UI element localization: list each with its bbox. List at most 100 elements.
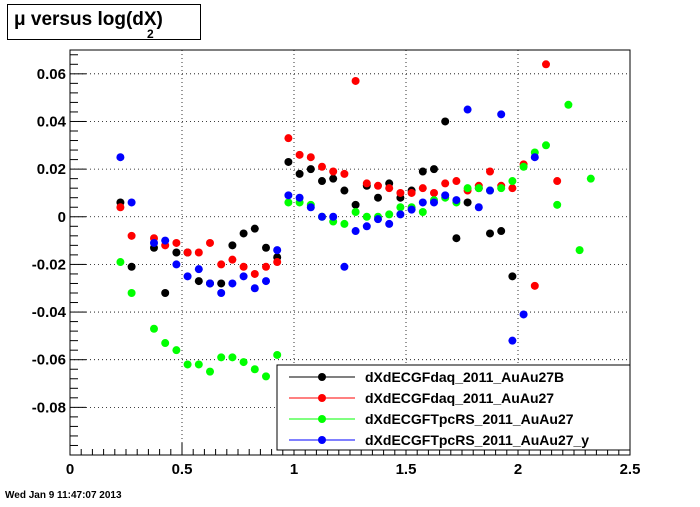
data-point [262, 262, 270, 271]
data-point [194, 248, 203, 257]
y-tick-label: 0.06 [37, 66, 66, 83]
x-tick-label: 1.5 [396, 461, 417, 478]
data-point [362, 212, 371, 221]
legend-label: dXdECGFdaq_2011_AuAu27 [365, 390, 554, 406]
data-point [183, 360, 192, 369]
data-point [284, 198, 293, 207]
data-point [418, 198, 427, 207]
data-point [250, 365, 259, 374]
data-point [262, 243, 270, 252]
data-point [542, 60, 550, 69]
data-point [362, 222, 371, 231]
data-point [519, 310, 528, 319]
data-point [486, 186, 494, 195]
data-point [127, 198, 136, 207]
data-point [385, 210, 394, 219]
legend-box [276, 364, 631, 451]
data-point [430, 198, 438, 207]
data-point [262, 277, 270, 286]
chart-title: μ versus log(dX) [14, 9, 163, 30]
data-point [318, 162, 326, 171]
data-point [217, 353, 226, 362]
data-point [374, 215, 382, 224]
data-point [396, 210, 405, 219]
data-points [116, 60, 595, 381]
data-point [295, 150, 304, 159]
data-point [351, 200, 360, 209]
data-point [250, 269, 259, 278]
data-point [161, 339, 170, 348]
legend-label: dXdECGFTpcRS_2011_AuAu27_y [365, 432, 589, 448]
data-point [340, 169, 349, 178]
data-point [530, 153, 539, 162]
data-point [217, 260, 226, 269]
data-point [228, 241, 237, 250]
x-tick-label: 1 [290, 461, 298, 478]
chart-title-subscript: 2 [147, 27, 154, 41]
data-point [172, 346, 181, 355]
data-point [553, 177, 562, 186]
data-point [340, 262, 349, 271]
data-point [463, 198, 472, 207]
data-point [295, 193, 304, 202]
data-point [385, 184, 394, 193]
data-point [228, 255, 237, 264]
data-point [116, 153, 125, 162]
data-point [497, 184, 506, 193]
data-point [362, 179, 371, 188]
data-point [306, 153, 315, 162]
data-point [340, 219, 349, 228]
data-point [250, 224, 259, 233]
data-point [452, 234, 461, 243]
data-point [206, 367, 214, 376]
data-point [430, 165, 438, 174]
data-point [262, 372, 270, 381]
legend-marker [318, 394, 326, 402]
data-point [150, 324, 158, 333]
data-point [127, 231, 136, 240]
data-point [318, 177, 326, 186]
legend-label: dXdECGFdaq_2011_AuAu27B [365, 369, 564, 385]
data-point [497, 110, 506, 119]
data-point [228, 353, 237, 362]
data-point [418, 184, 427, 193]
data-point [351, 208, 360, 216]
timestamp: Wed Jan 9 11:47:07 2013 [5, 490, 122, 501]
data-point [564, 100, 573, 109]
data-point [194, 265, 203, 274]
data-point [295, 169, 304, 178]
series-group [116, 117, 517, 297]
data-point [486, 167, 494, 176]
legend-marker [318, 373, 326, 381]
data-point [161, 236, 170, 245]
y-tick-label: -0.04 [32, 304, 67, 321]
data-point [250, 284, 259, 293]
data-point [374, 193, 382, 202]
data-point [284, 191, 293, 200]
data-point [463, 105, 472, 114]
data-point [407, 205, 416, 214]
data-point [441, 179, 450, 188]
x-tick-label: 0.5 [172, 461, 193, 478]
data-point [273, 246, 282, 255]
data-point [553, 200, 562, 209]
data-point [586, 174, 595, 183]
data-point [150, 238, 158, 247]
data-point [127, 262, 136, 271]
data-point [306, 165, 315, 174]
data-point [441, 191, 450, 200]
data-point [183, 272, 192, 281]
data-point [396, 203, 405, 212]
data-point [284, 157, 293, 166]
data-point [318, 212, 326, 221]
y-tick-label: 0.02 [37, 161, 66, 178]
data-point [206, 279, 214, 288]
data-point [530, 281, 539, 290]
data-point [239, 262, 248, 271]
data-point [161, 289, 170, 297]
data-point [430, 188, 438, 197]
data-point [239, 358, 248, 367]
data-point [474, 203, 483, 212]
y-tick-label: -0.06 [32, 352, 66, 369]
